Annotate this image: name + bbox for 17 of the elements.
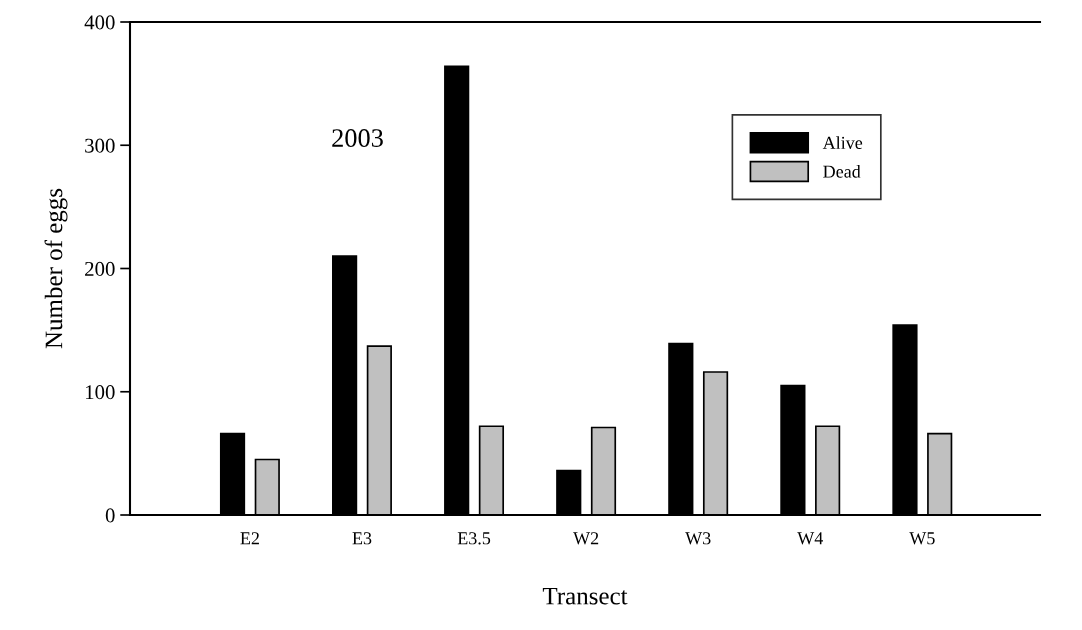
x-tick-label: W5 [909, 532, 935, 545]
x-tick-label: W2 [573, 532, 599, 545]
x-axis-title: Transect [542, 587, 628, 605]
x-tick-label: W4 [797, 532, 824, 545]
y-tick-label: 200 [85, 261, 115, 276]
y-axis-title: Number of eggs [44, 188, 68, 349]
x-tick-label: E3.5 [457, 532, 491, 545]
legend-label: Alive [822, 136, 863, 149]
x-tick-label: W3 [685, 532, 711, 545]
y-tick-label: 400 [84, 15, 115, 30]
y-tick-label: 0 [105, 508, 115, 523]
legend-label: Dead [823, 165, 861, 178]
annotation: 2003 [332, 129, 383, 147]
x-tick-label: E2 [240, 532, 259, 545]
y-tick-label: 300 [85, 138, 115, 153]
y-tick-label: 100 [86, 385, 115, 400]
x-tick-label: E3 [352, 532, 372, 545]
